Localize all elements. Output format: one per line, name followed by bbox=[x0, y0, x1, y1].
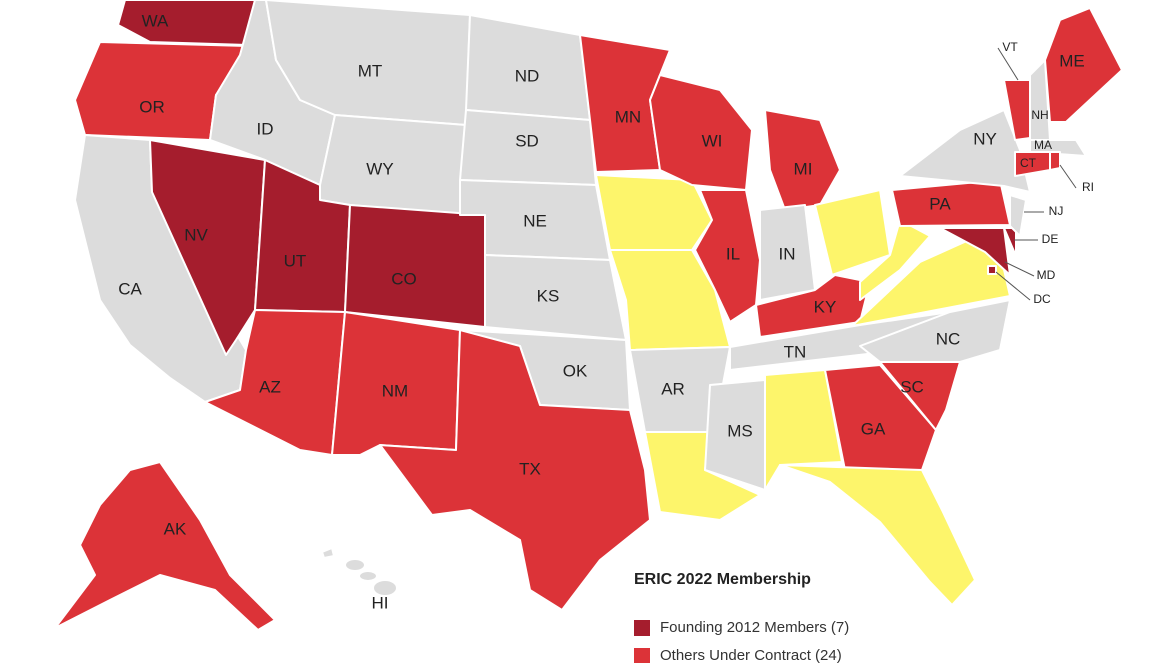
leader-line bbox=[1059, 164, 1077, 189]
state-label: DE bbox=[1042, 232, 1059, 246]
leader-line bbox=[995, 271, 1031, 301]
state-label: NY bbox=[973, 129, 997, 148]
state-label: NC bbox=[936, 329, 961, 348]
state-label: MD bbox=[1037, 268, 1056, 282]
leader-line bbox=[997, 47, 1019, 81]
state-label: WI bbox=[702, 131, 723, 150]
legend-label: Others Under Contract (24) bbox=[660, 647, 842, 663]
legend-swatch bbox=[634, 648, 650, 663]
state-label: RI bbox=[1082, 180, 1094, 194]
state-label: MN bbox=[615, 107, 641, 126]
state-label: NJ bbox=[1049, 204, 1064, 218]
state bbox=[1009, 194, 1027, 237]
state-label: AZ bbox=[259, 377, 281, 396]
state-label: MS bbox=[727, 421, 753, 440]
state bbox=[54, 461, 276, 631]
island bbox=[344, 558, 366, 572]
legend-title: ERIC 2022 Membership bbox=[634, 571, 811, 588]
state-label: CT bbox=[1020, 156, 1037, 170]
state-label: TN bbox=[784, 342, 807, 361]
state-label: NE bbox=[523, 211, 547, 230]
state-label: CA bbox=[118, 279, 142, 298]
state bbox=[649, 74, 753, 191]
state-label: NH bbox=[1031, 108, 1048, 122]
state-label: TX bbox=[519, 459, 541, 478]
state-label: DC bbox=[1033, 292, 1051, 306]
states bbox=[54, 0, 1123, 631]
state-label: GA bbox=[861, 419, 886, 438]
state bbox=[939, 227, 1011, 276]
leader-line bbox=[1004, 261, 1035, 277]
island bbox=[358, 570, 378, 582]
state-label: HI bbox=[372, 593, 389, 612]
state-label: IN bbox=[779, 244, 796, 263]
state-labels: WA OR CA NV ID MT WY UT CO AZ NM ND SD NE KS OK TX MN WI IL… bbox=[118, 11, 1094, 612]
state-label: ND bbox=[515, 66, 540, 85]
state-label: CO bbox=[391, 269, 417, 288]
state-label: WA bbox=[142, 11, 169, 30]
state-label: AK bbox=[164, 519, 187, 538]
legend: ERIC 2022 Membership Founding 2012 Membe… bbox=[634, 571, 849, 663]
state-label: AR bbox=[661, 379, 685, 398]
state bbox=[1049, 151, 1061, 171]
legend-swatch bbox=[634, 620, 650, 636]
state-label: MA bbox=[1034, 138, 1052, 152]
state-label: PA bbox=[929, 194, 951, 213]
state-label: OR bbox=[139, 97, 165, 116]
state bbox=[779, 464, 976, 606]
state-label: ID bbox=[257, 119, 274, 138]
state-label: MT bbox=[358, 61, 383, 80]
state bbox=[595, 174, 713, 251]
state bbox=[1044, 7, 1123, 123]
state bbox=[987, 265, 997, 275]
state bbox=[859, 219, 931, 301]
state-label: SD bbox=[515, 131, 539, 150]
state-label: WY bbox=[366, 159, 393, 178]
state bbox=[899, 109, 1031, 193]
state bbox=[891, 179, 1011, 227]
state-label: ME bbox=[1059, 51, 1085, 70]
state-label: NM bbox=[382, 381, 408, 400]
state-label: UT bbox=[284, 251, 307, 270]
state bbox=[694, 189, 761, 323]
state-label: IL bbox=[726, 244, 740, 263]
state-label: NV bbox=[184, 225, 208, 244]
state bbox=[117, 0, 256, 46]
state bbox=[344, 204, 486, 328]
state bbox=[379, 329, 651, 611]
state-label: MI bbox=[794, 159, 813, 178]
state-label: OK bbox=[563, 361, 588, 380]
state-label: SC bbox=[900, 377, 924, 396]
state bbox=[814, 189, 891, 276]
state bbox=[321, 547, 335, 559]
state-label: KS bbox=[537, 286, 560, 305]
state bbox=[1003, 227, 1017, 257]
state-label: VT bbox=[1002, 40, 1018, 54]
state bbox=[859, 299, 1011, 363]
legend-label: Founding 2012 Members (7) bbox=[660, 619, 849, 636]
state bbox=[824, 364, 937, 471]
state-label: KY bbox=[814, 297, 837, 316]
state bbox=[764, 369, 843, 491]
island bbox=[372, 579, 398, 597]
